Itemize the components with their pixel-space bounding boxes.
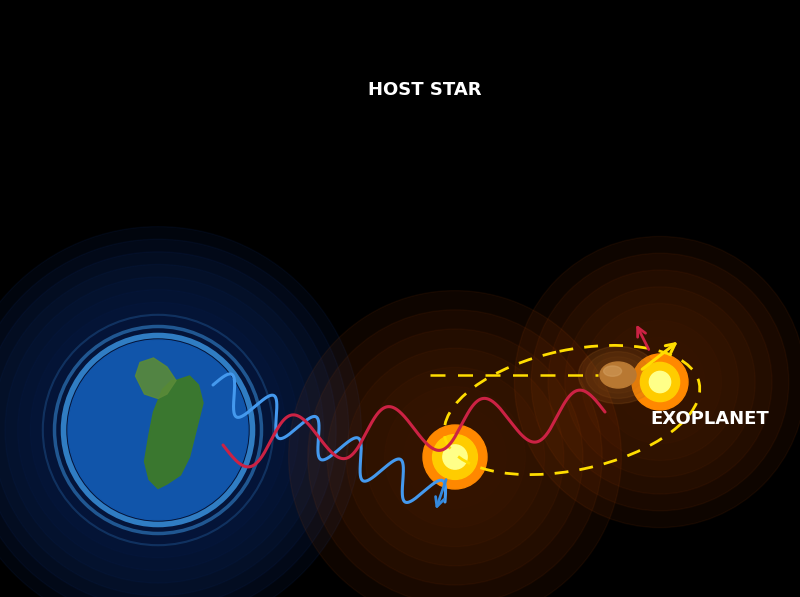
Ellipse shape bbox=[593, 357, 643, 393]
Ellipse shape bbox=[604, 366, 622, 376]
Circle shape bbox=[0, 227, 362, 597]
Ellipse shape bbox=[600, 362, 636, 388]
Circle shape bbox=[433, 435, 478, 479]
Polygon shape bbox=[135, 358, 176, 399]
Circle shape bbox=[289, 291, 622, 597]
Polygon shape bbox=[145, 376, 203, 488]
Circle shape bbox=[308, 310, 602, 597]
Circle shape bbox=[443, 445, 467, 469]
Circle shape bbox=[423, 425, 487, 489]
Circle shape bbox=[632, 354, 688, 410]
Circle shape bbox=[531, 253, 789, 511]
Circle shape bbox=[640, 362, 680, 402]
Text: EXOPLANET: EXOPLANET bbox=[650, 410, 769, 428]
Text: HOST STAR: HOST STAR bbox=[368, 81, 482, 99]
Ellipse shape bbox=[586, 352, 650, 398]
Ellipse shape bbox=[578, 346, 658, 404]
Circle shape bbox=[514, 236, 800, 528]
Circle shape bbox=[68, 340, 248, 520]
Circle shape bbox=[650, 371, 670, 393]
